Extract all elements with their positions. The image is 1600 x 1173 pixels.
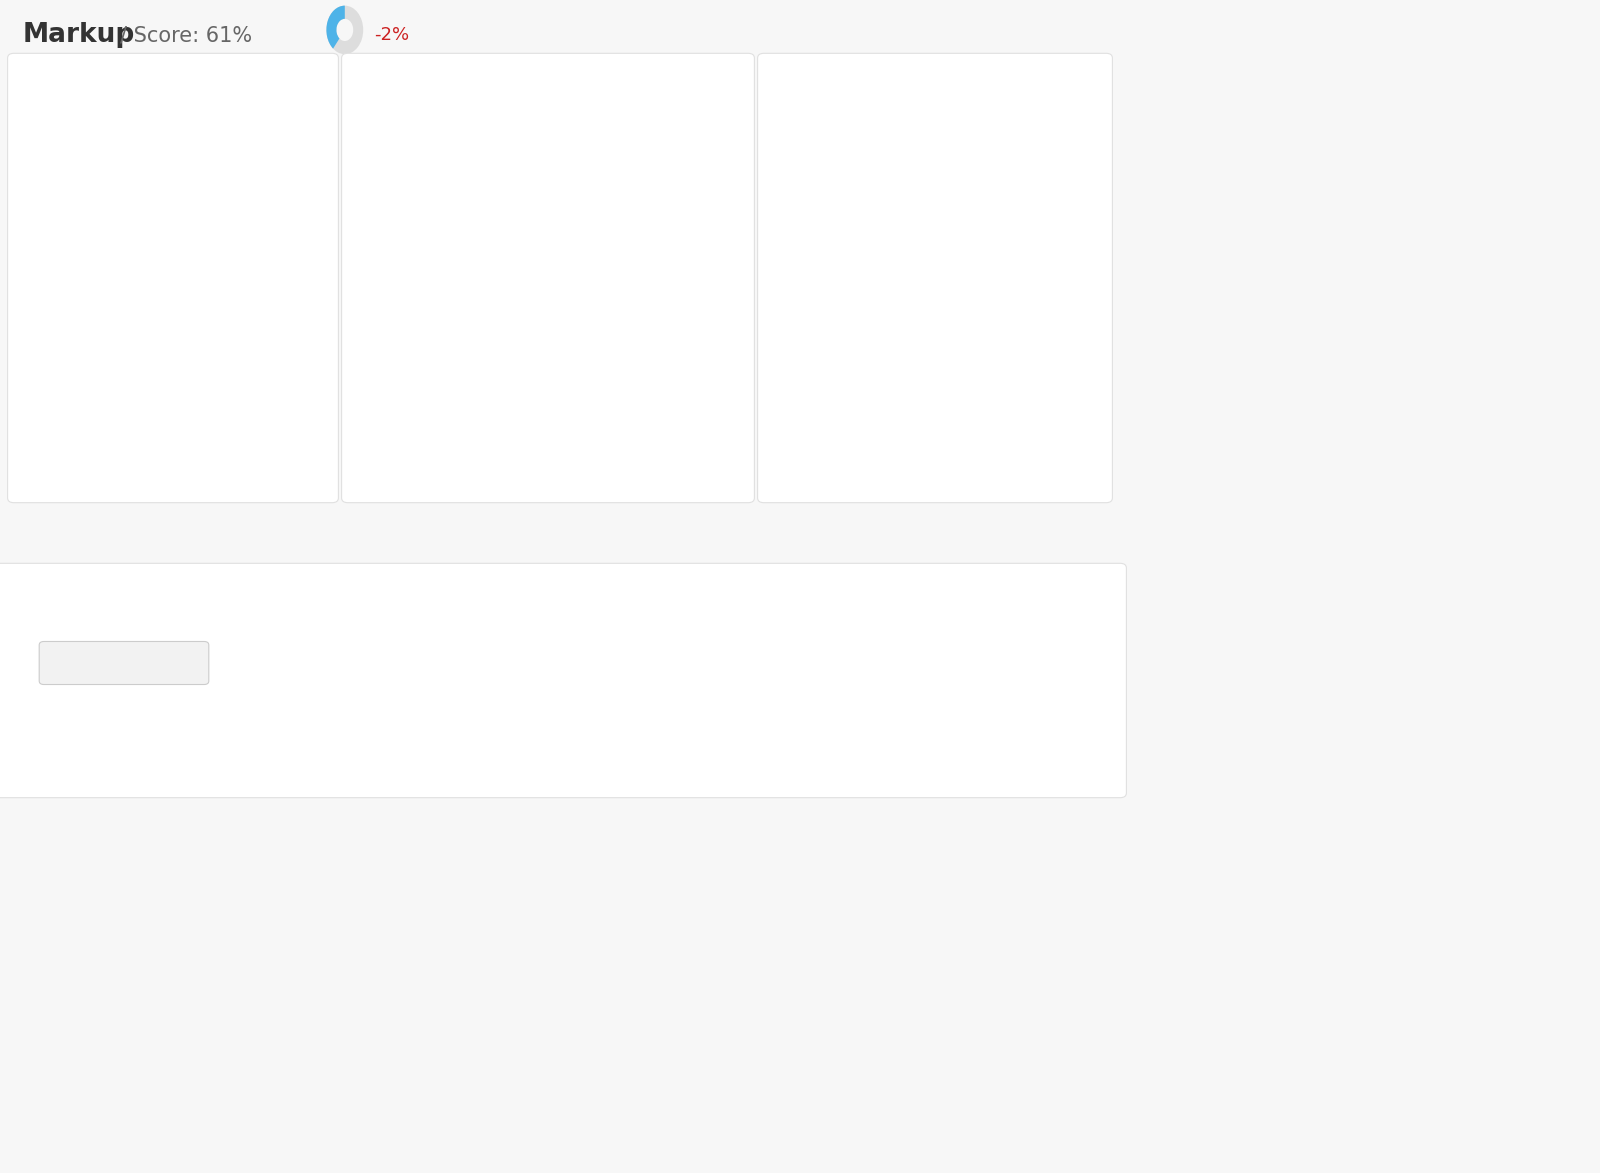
FancyBboxPatch shape <box>363 203 515 230</box>
Text: with markup: with markup <box>64 339 150 353</box>
Text: ≡: ≡ <box>581 582 590 595</box>
FancyBboxPatch shape <box>363 129 374 155</box>
Text: 611: 611 <box>706 331 733 344</box>
Text: 0: 0 <box>286 719 294 732</box>
Wedge shape <box>920 152 947 188</box>
FancyBboxPatch shape <box>448 568 1120 609</box>
FancyBboxPatch shape <box>363 278 653 304</box>
Text: 39%: 39% <box>1014 371 1042 384</box>
Text: Total amount: Total amount <box>459 582 546 595</box>
Text: 52%: 52% <box>661 182 690 195</box>
FancyBboxPatch shape <box>456 719 699 732</box>
Circle shape <box>35 337 50 355</box>
Text: No structured data: No structured data <box>800 408 918 421</box>
Wedge shape <box>326 6 346 48</box>
FancyBboxPatch shape <box>981 633 1078 646</box>
Text: Valid structured data: Valid structured data <box>800 371 931 384</box>
Circle shape <box>454 766 482 771</box>
Text: 143: 143 <box>397 719 422 732</box>
Text: Pages by Markup Type: Pages by Markup Type <box>365 87 574 104</box>
Text: Pages: Pages <box>906 87 962 104</box>
FancyBboxPatch shape <box>363 353 581 379</box>
Text: 0: 0 <box>286 761 294 774</box>
Wedge shape <box>845 152 942 303</box>
Wedge shape <box>93 172 154 223</box>
Text: Schema.org (JSON-LD): Schema.org (JSON-LD) <box>365 182 512 195</box>
Text: 138: 138 <box>246 369 275 384</box>
Text: 0: 0 <box>706 406 715 419</box>
Text: 17%: 17% <box>205 369 235 384</box>
FancyBboxPatch shape <box>456 633 987 646</box>
Text: Invalid: Invalid <box>283 582 328 595</box>
Text: 3: 3 <box>397 761 406 774</box>
FancyBboxPatch shape <box>363 428 653 454</box>
Text: 55: 55 <box>397 633 414 646</box>
Text: 83%: 83% <box>661 256 690 269</box>
Text: Markup: Markup <box>22 22 134 48</box>
Circle shape <box>338 584 379 592</box>
Text: Product: Product <box>21 633 70 646</box>
Circle shape <box>776 332 789 347</box>
FancyBboxPatch shape <box>0 568 448 609</box>
FancyBboxPatch shape <box>363 278 603 304</box>
Text: Review snippet: Review snippet <box>21 719 122 732</box>
Text: View full report: View full report <box>90 434 192 447</box>
Text: Valid: Valid <box>379 582 411 595</box>
Text: Breadcrumb: Breadcrumb <box>21 677 102 690</box>
Text: Open graph: Open graph <box>365 256 443 269</box>
Text: Invalid structured data: Invalid structured data <box>800 333 942 346</box>
Text: Structured Data Items: Structured Data Items <box>32 624 277 643</box>
Text: Article: Article <box>21 761 62 774</box>
Text: 312: 312 <box>1051 371 1077 384</box>
Text: 45: 45 <box>1051 333 1069 346</box>
FancyBboxPatch shape <box>363 129 653 155</box>
Circle shape <box>776 369 789 385</box>
Text: / Score: 61%: / Score: 61% <box>120 25 253 46</box>
Text: 296: 296 <box>397 677 422 690</box>
Text: 55%: 55% <box>1014 408 1042 421</box>
Text: Pages with Markup: Pages with Markup <box>37 89 214 107</box>
Text: 317: 317 <box>286 633 310 646</box>
Text: Structured Data by: Structured Data by <box>781 87 966 104</box>
Text: 6%: 6% <box>1014 333 1034 346</box>
Text: -2%: -2% <box>374 26 410 45</box>
Text: 0: 0 <box>286 677 294 690</box>
Text: Microformats: Microformats <box>365 406 451 419</box>
Circle shape <box>776 407 789 422</box>
Text: 678: 678 <box>706 256 734 269</box>
Text: 678: 678 <box>246 339 275 353</box>
Wedge shape <box>933 158 995 299</box>
FancyBboxPatch shape <box>363 353 653 379</box>
Text: Item: Item <box>21 582 50 595</box>
Text: 83%: 83% <box>205 339 235 353</box>
Text: 816: 816 <box>891 218 949 245</box>
Text: ∨: ∨ <box>955 87 965 100</box>
Text: Twitter cards: Twitter cards <box>365 331 450 344</box>
Text: 75%: 75% <box>661 331 690 344</box>
Wedge shape <box>326 6 363 54</box>
Text: 816: 816 <box>122 232 186 260</box>
Text: 459: 459 <box>1051 408 1077 421</box>
Circle shape <box>242 584 282 592</box>
Text: 425: 425 <box>706 182 733 195</box>
Text: 3: 3 <box>706 107 715 120</box>
FancyBboxPatch shape <box>456 676 952 690</box>
Wedge shape <box>83 172 224 313</box>
Text: no markup: no markup <box>64 369 138 384</box>
FancyBboxPatch shape <box>363 203 653 230</box>
Circle shape <box>35 367 50 387</box>
Text: 0%: 0% <box>661 107 682 120</box>
Text: Schema.org (Microdata): Schema.org (Microdata) <box>365 107 523 120</box>
Text: 0%: 0% <box>661 406 682 419</box>
